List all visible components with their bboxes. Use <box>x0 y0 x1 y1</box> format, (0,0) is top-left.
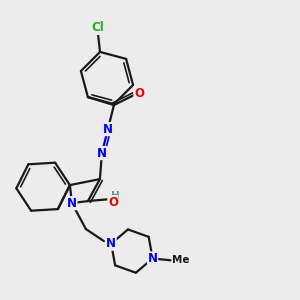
Text: Cl: Cl <box>92 21 104 34</box>
Text: O: O <box>134 87 144 100</box>
Text: N: N <box>148 252 158 265</box>
Text: H: H <box>110 191 119 201</box>
Text: N: N <box>103 123 113 136</box>
Text: Me: Me <box>172 256 189 266</box>
Text: O: O <box>108 196 118 208</box>
Text: N: N <box>106 237 116 250</box>
Text: N: N <box>67 196 77 210</box>
Text: N: N <box>97 147 107 160</box>
